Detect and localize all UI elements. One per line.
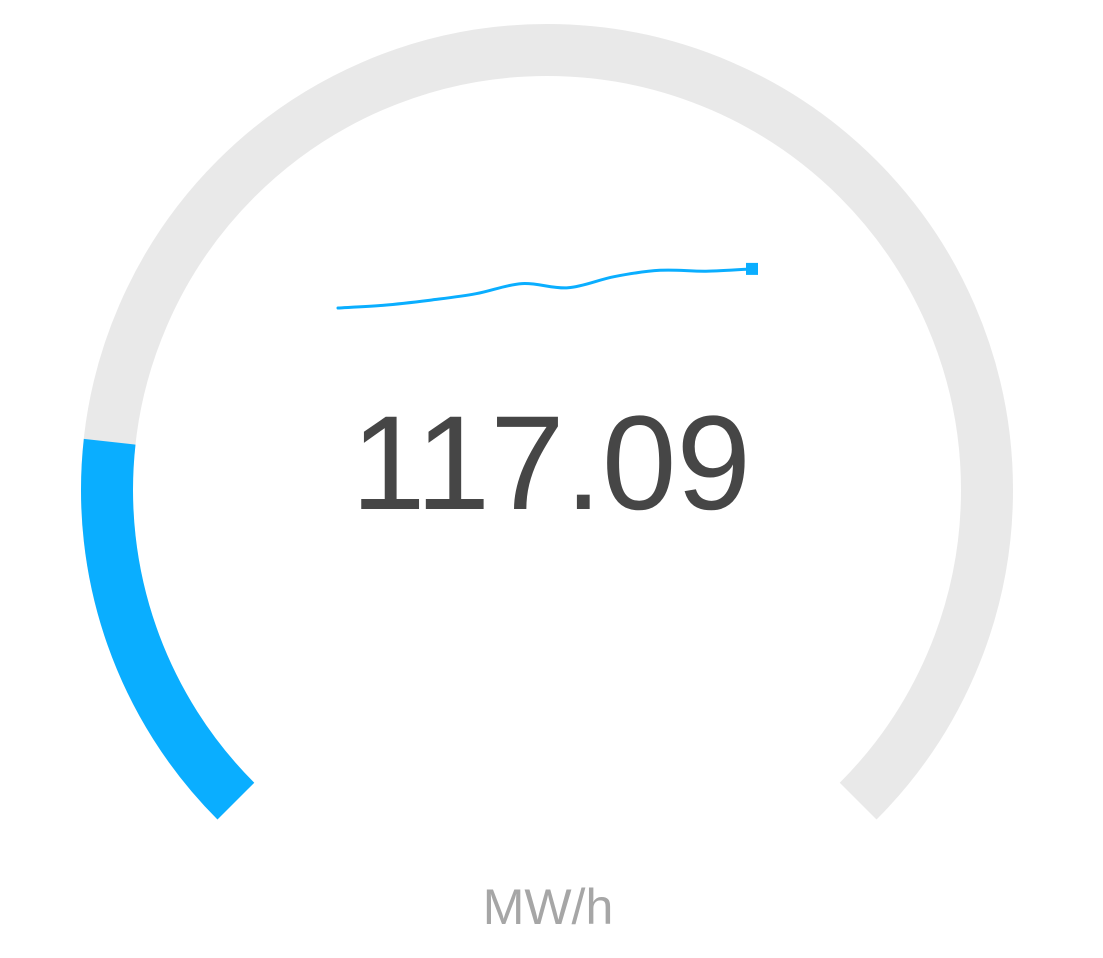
sparkline-line	[336, 267, 754, 310]
gauge-value: 117.09	[351, 389, 751, 538]
sparkline-end-marker	[746, 262, 758, 275]
gauge-unit-label: MW/h	[483, 879, 614, 935]
gauge-progress-arc	[81, 438, 255, 820]
